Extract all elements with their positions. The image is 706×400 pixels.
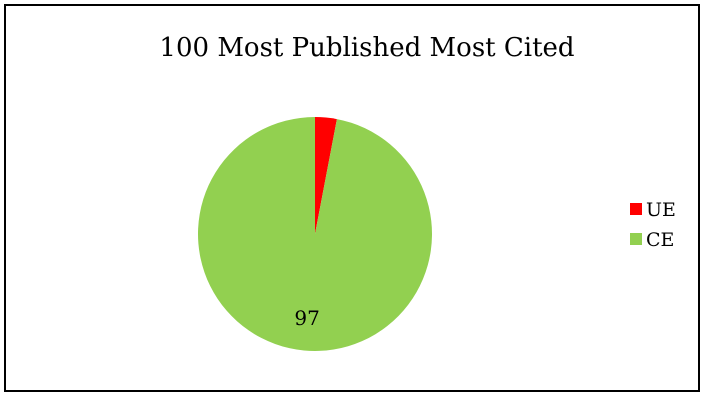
legend-label-ce: CE	[646, 229, 674, 251]
legend-label-ue: UE	[646, 199, 676, 221]
chart-legend: UE CE	[630, 199, 676, 251]
pie-data-labels: 97	[294, 306, 319, 330]
legend-swatch-ue	[630, 203, 642, 215]
data-label-ce: 97	[294, 306, 319, 330]
pie-slices	[197, 117, 432, 351]
legend-swatch-ce	[630, 233, 642, 245]
chart-title: 100 Most Published Most Cited	[159, 33, 574, 63]
pie-slice-ce	[197, 117, 432, 351]
pie-slice-ue	[315, 117, 337, 234]
